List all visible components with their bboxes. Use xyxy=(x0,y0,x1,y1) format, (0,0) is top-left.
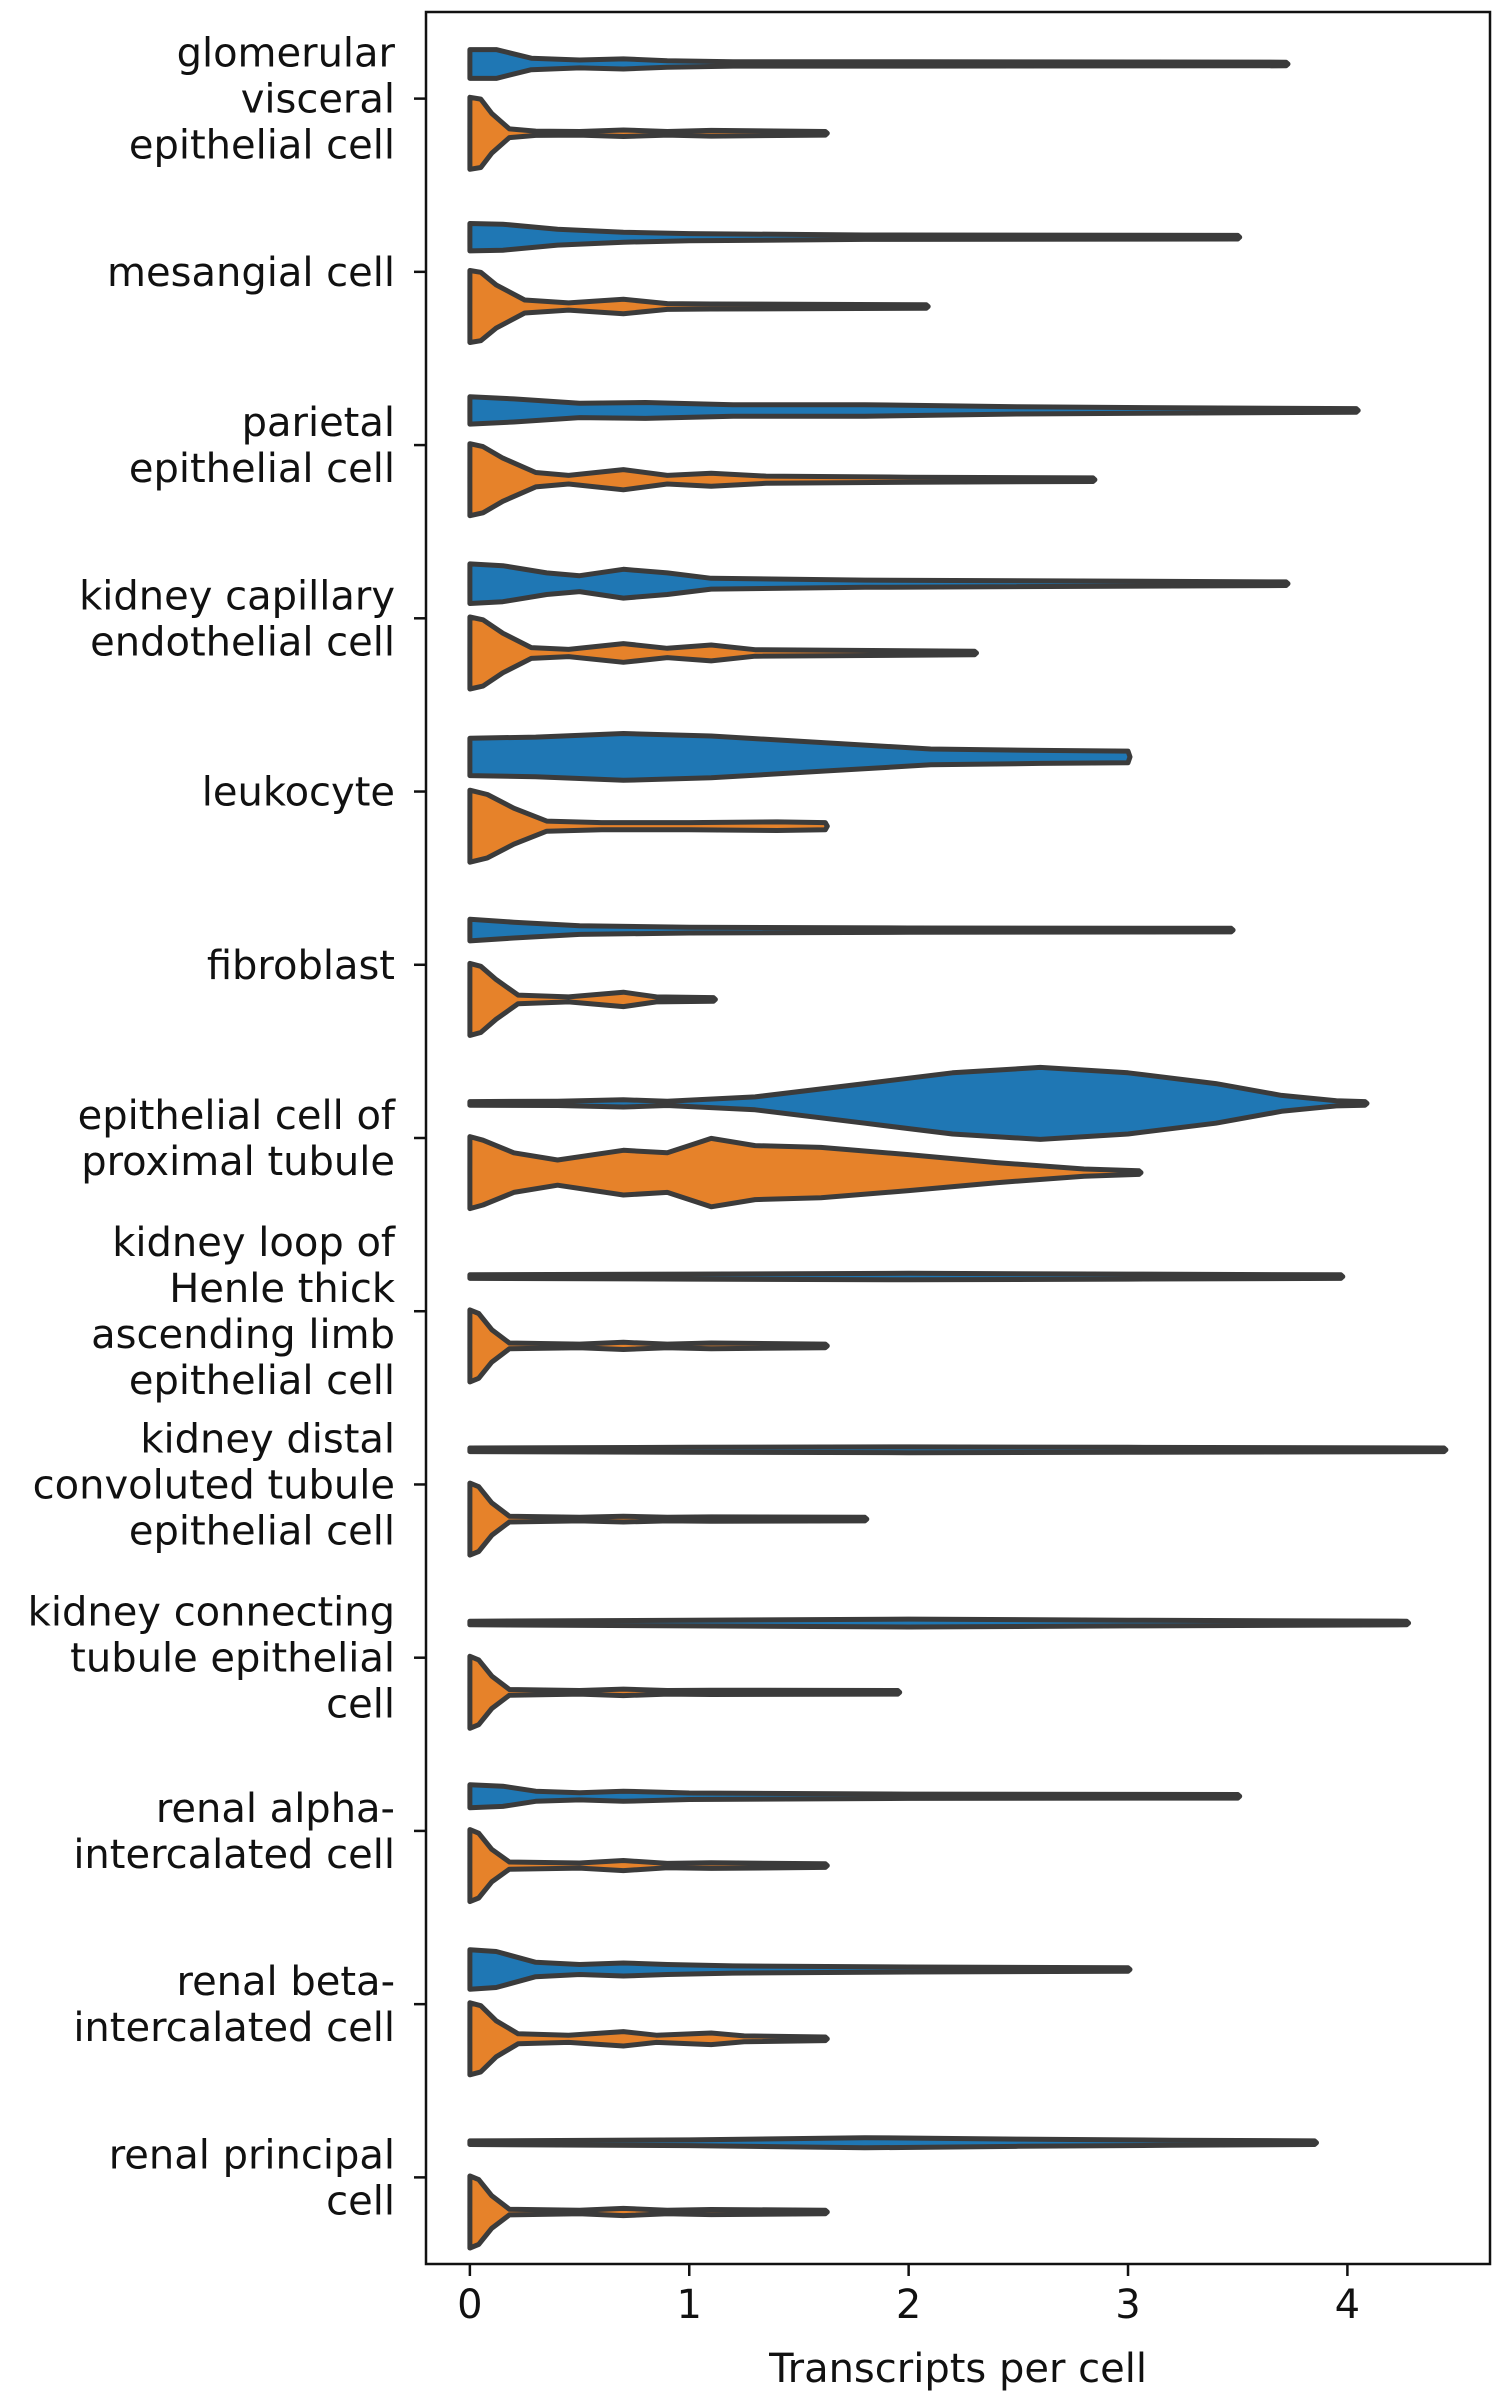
y-tick-label: kidney loop of xyxy=(112,1220,396,1266)
y-tick-label: cell xyxy=(326,2178,395,2224)
violin-layer xyxy=(467,47,1449,2251)
violin-blue-2 xyxy=(467,394,1361,427)
violin-orange-8 xyxy=(467,1480,870,1558)
y-tick-label: glomerular xyxy=(177,31,396,77)
violin-orange-7 xyxy=(467,1307,830,1385)
violin-blue-1 xyxy=(467,221,1243,254)
violin-orange-0 xyxy=(467,94,830,172)
y-tick-label: proximal tubule xyxy=(81,1139,395,1185)
violin-blue-8 xyxy=(467,1444,1449,1456)
violin-blue-4 xyxy=(467,731,1133,783)
y-tick-label: epithelial cell xyxy=(129,1509,395,1555)
y-tick-label: convoluted tubule xyxy=(33,1463,395,1509)
violin-blue-12 xyxy=(467,2135,1319,2151)
violin-blue-7 xyxy=(467,1270,1346,1283)
plot-frame xyxy=(424,10,1492,2266)
violin-orange-4 xyxy=(467,787,830,865)
violin-orange-9 xyxy=(467,1653,903,1731)
y-tick-label: fibroblast xyxy=(207,943,395,989)
violin-orange-6 xyxy=(467,1134,1144,1212)
violin-orange-12 xyxy=(467,2173,830,2251)
violin-orange-5 xyxy=(467,960,718,1038)
y-tick-label: parietal xyxy=(242,400,395,446)
x-axis-ticks: 0 1 2 3 4 xyxy=(457,2264,1360,2328)
y-tick-label: intercalated cell xyxy=(73,2005,395,2051)
x-tick-label: 3 xyxy=(1115,2282,1140,2328)
violin-blue-9 xyxy=(467,1616,1412,1630)
y-tick-label: renal alpha- xyxy=(156,1786,395,1832)
violin-blue-6 xyxy=(467,1064,1370,1142)
x-tick-label: 1 xyxy=(677,2282,702,2328)
violin-orange-3 xyxy=(467,614,979,692)
y-tick-label: visceral xyxy=(241,77,395,123)
x-axis-label: Transcripts per cell xyxy=(768,2346,1147,2392)
x-tick-label: 4 xyxy=(1335,2282,1360,2328)
violin-orange-1 xyxy=(467,268,931,345)
y-tick-label: cell xyxy=(326,1682,395,1728)
y-tick-label: intercalated cell xyxy=(73,1832,395,1878)
y-tick-label: renal principal xyxy=(109,2132,395,2178)
y-axis-ticks xyxy=(414,97,426,2179)
violin-orange-10 xyxy=(467,1827,830,1905)
y-tick-label: renal beta- xyxy=(177,1959,396,2005)
violin-blue-10 xyxy=(467,1782,1243,1811)
y-tick-label: ascending limb xyxy=(91,1312,395,1358)
y-tick-label: mesangial cell xyxy=(107,250,395,296)
y-tick-label: Henle thick xyxy=(169,1266,396,1312)
y-tick-label: epithelial cell of xyxy=(78,1093,396,1139)
violin-orange-2 xyxy=(467,441,1098,519)
y-tick-label: leukocyte xyxy=(202,770,395,816)
x-tick-label: 0 xyxy=(457,2282,482,2328)
y-tick-label: endothelial cell xyxy=(90,619,395,665)
violin-blue-11 xyxy=(467,1947,1133,1992)
y-tick-label: epithelial cell xyxy=(129,123,395,169)
y-tick-label: kidney connecting xyxy=(28,1590,395,1636)
violin-blue-5 xyxy=(467,916,1236,944)
violin-blue-0 xyxy=(467,47,1291,81)
y-tick-label: epithelial cell xyxy=(129,1358,395,1404)
x-tick-label: 2 xyxy=(896,2282,921,2328)
y-tick-label: epithelial cell xyxy=(129,446,395,492)
y-tick-label: tubule epithelial xyxy=(70,1636,395,1682)
violin-blue-3 xyxy=(467,561,1291,606)
y-tick-label: kidney distal xyxy=(140,1417,395,1463)
y-tick-label: kidney capillary xyxy=(79,573,395,619)
violin-orange-11 xyxy=(467,2000,830,2078)
